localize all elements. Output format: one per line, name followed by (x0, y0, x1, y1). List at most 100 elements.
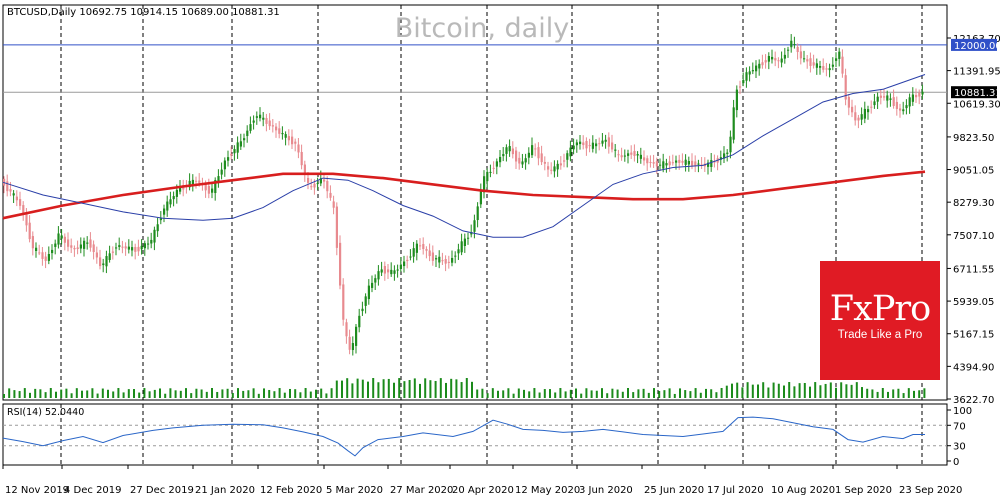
volume-bar (424, 378, 427, 398)
candle-body (889, 98, 892, 100)
candle-body (204, 183, 207, 191)
volume-bar (419, 383, 421, 398)
volume-bar (299, 392, 302, 398)
candle-body (105, 256, 108, 267)
volume-bar (543, 389, 546, 398)
candle-body (387, 269, 390, 273)
volume-bar (476, 389, 479, 398)
price-tick-label: 10619.30 (953, 99, 1000, 110)
candle-body (342, 284, 345, 320)
volume-bar (315, 389, 317, 398)
volume-bar (824, 383, 827, 398)
rsi-tick-label: 0 (953, 457, 959, 468)
candle-body (575, 142, 578, 146)
candle-body (502, 154, 505, 157)
volume-bar (809, 386, 811, 398)
candle-body (31, 236, 34, 249)
candle-body (883, 96, 886, 98)
candle-body (921, 91, 924, 95)
candle-body (367, 285, 370, 300)
volume-bar (164, 393, 167, 398)
price-tick-label: 11391.95 (953, 67, 1000, 78)
candle-body (262, 117, 265, 120)
volume-bar (746, 382, 749, 398)
candle-body (774, 58, 777, 61)
candle-body (297, 144, 300, 153)
candle-body (345, 322, 348, 337)
level-label-box (951, 38, 997, 51)
candle-body (675, 160, 678, 163)
candle-body (761, 62, 764, 66)
candle-body (73, 248, 76, 250)
volume-bar (304, 388, 307, 398)
rsi-tick-label: 30 (953, 442, 966, 453)
ma-fast-line (2, 74, 926, 238)
candle-body (867, 109, 870, 113)
rsi-tick-label: 100 (953, 406, 972, 417)
candle-body (623, 155, 626, 157)
candle-body (70, 245, 73, 248)
volume-bar (335, 380, 338, 398)
volume-bar (751, 384, 754, 398)
candle-body (582, 142, 585, 146)
volume-bar (689, 391, 692, 398)
volume-bar (86, 390, 89, 398)
candle-body (899, 108, 902, 111)
candle-body (111, 251, 114, 253)
candle-body (239, 141, 242, 147)
candle-body (198, 180, 201, 183)
volume-bar (8, 388, 11, 398)
volume-bar (117, 388, 120, 398)
volume-bar (793, 386, 796, 398)
volume-bar (18, 391, 21, 398)
candle-body (246, 130, 249, 137)
candle-body (399, 264, 402, 269)
candle-body (259, 114, 262, 119)
volume-bar (283, 392, 286, 398)
candle-body (268, 120, 271, 127)
candle-body (425, 249, 428, 251)
volume-bar (533, 388, 536, 398)
candle-body (671, 162, 674, 164)
time-tick-label: 20 Apr 2020 (452, 485, 514, 496)
candle-body (99, 257, 102, 267)
volume-bar (694, 388, 697, 398)
candle-body (150, 239, 153, 244)
candle-body (406, 259, 409, 262)
volume-bar (278, 388, 281, 398)
candle-body (28, 222, 31, 240)
candle-body (611, 142, 614, 150)
candle-body (447, 261, 450, 263)
candle-body (559, 163, 562, 166)
volume-bar (523, 389, 525, 398)
candle-body (227, 157, 230, 161)
volume-bar (133, 389, 135, 398)
volume-bar (387, 378, 390, 398)
volume-bar (257, 393, 260, 398)
volume-bar (783, 385, 785, 398)
candle-body (601, 140, 604, 144)
candle-body (156, 224, 159, 232)
candle-body (556, 163, 559, 170)
current-price-label: 10881.31 (954, 88, 1000, 99)
candle-body (694, 161, 697, 166)
volume-bar (190, 393, 193, 398)
candle-body (662, 161, 665, 169)
volume-bar (642, 388, 645, 398)
candle-body (326, 181, 329, 192)
candle-body (358, 315, 361, 328)
volume-bar (185, 388, 187, 398)
volume-bar (559, 388, 562, 398)
candle-body (719, 157, 722, 160)
candle-body (646, 158, 649, 164)
volume-bar (902, 393, 905, 398)
volume-bar (91, 388, 94, 398)
candle-body (537, 147, 540, 159)
level-label: 12000.00 (954, 41, 1000, 52)
volume-bar (174, 390, 177, 398)
candle-body (422, 244, 425, 250)
volume-bar (122, 392, 125, 398)
volume-bar (75, 388, 78, 398)
volume-bar (153, 389, 156, 398)
